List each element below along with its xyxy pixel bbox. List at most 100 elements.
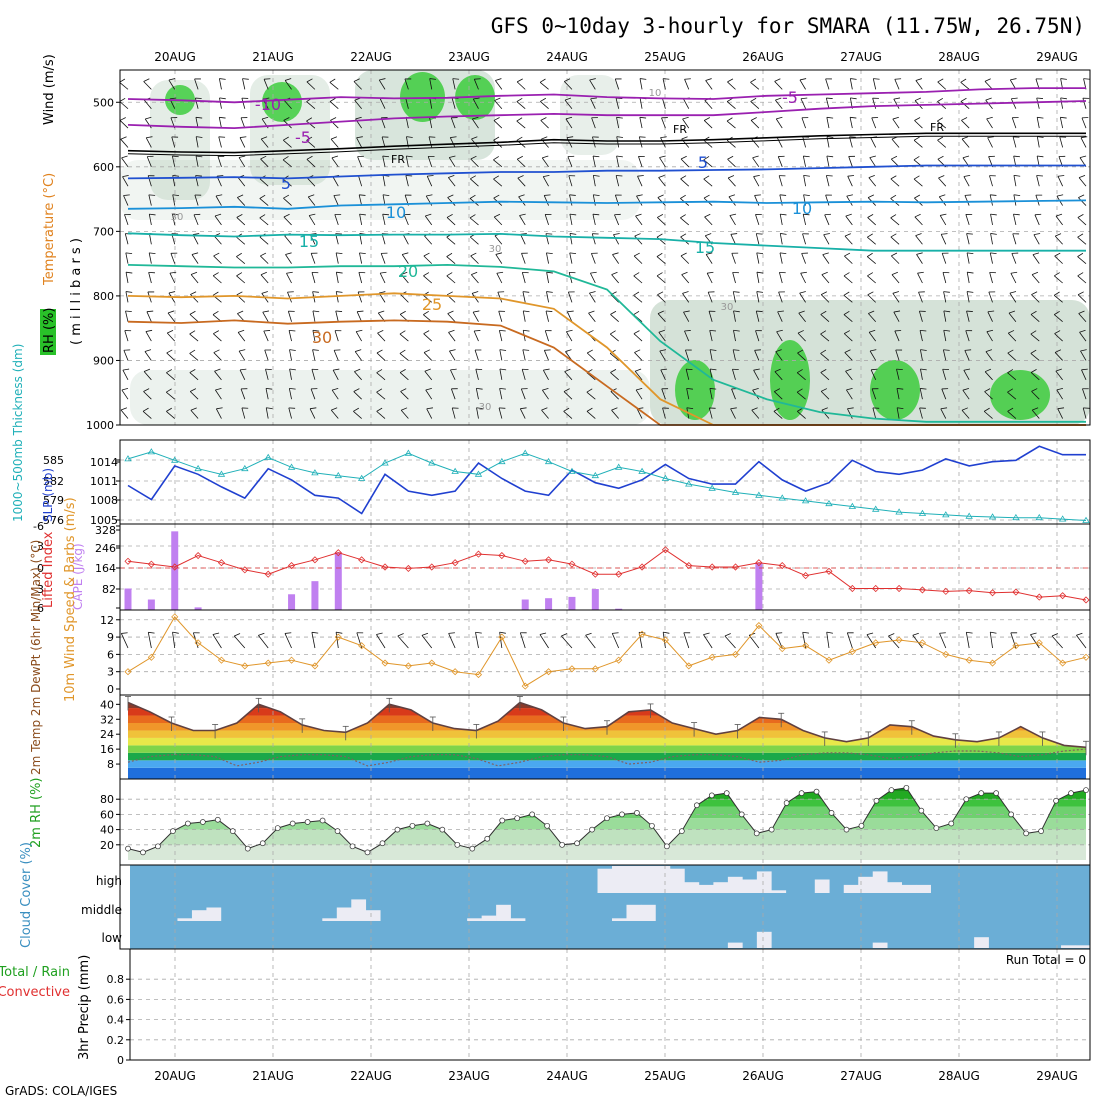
wind-barb-flag xyxy=(826,116,834,119)
wind-barb xyxy=(756,291,760,303)
wind-barb xyxy=(915,80,923,90)
cloud-cell xyxy=(626,866,642,893)
wind-barb xyxy=(1007,411,1017,419)
wind-barb xyxy=(311,369,316,380)
wind-barb-flag xyxy=(471,136,478,140)
wind-barb xyxy=(964,195,970,206)
wind-barb-flag xyxy=(686,368,693,371)
wind-barb-flag xyxy=(382,213,389,216)
wind-barb xyxy=(470,255,479,264)
wind-barb-flag xyxy=(149,252,156,255)
wind-barb-flag xyxy=(984,368,992,373)
wind-barb-flag xyxy=(195,155,203,158)
wind-barb xyxy=(307,196,316,206)
wind-barb-flag xyxy=(733,310,740,313)
wind-barb xyxy=(284,100,292,109)
wind-barb xyxy=(659,157,666,168)
wind10m-barb xyxy=(989,632,993,649)
wind-barb-flag xyxy=(616,175,623,177)
wind-barb-flag xyxy=(473,310,480,313)
rh-marker xyxy=(604,815,610,822)
wind-barb xyxy=(145,137,152,148)
wind-barb-flag xyxy=(683,310,690,313)
wind-barb-flag xyxy=(639,78,647,80)
wind-barb-flag xyxy=(896,387,904,390)
wind-barb xyxy=(521,272,526,284)
wind-barb xyxy=(633,295,643,303)
wind-barb-flag xyxy=(401,271,408,275)
wind-barb-flag xyxy=(1031,388,1038,392)
wind-barb xyxy=(657,294,666,303)
wind10m-barb xyxy=(561,635,573,649)
wind10m-barb xyxy=(888,635,900,649)
cloud-cell xyxy=(684,882,700,893)
thickness-marker xyxy=(147,448,156,455)
wind-barb xyxy=(610,314,619,323)
wind-barb-flag xyxy=(680,155,687,160)
panel-precip: 0.80.60.40.20 Run Total = 0 Total / Rain… xyxy=(0,948,1091,1067)
wind-barb xyxy=(564,371,573,381)
wind-barb xyxy=(637,176,643,187)
wind-barb xyxy=(778,291,783,303)
wind-barb xyxy=(191,254,199,264)
wind-barb-flag xyxy=(616,136,624,138)
wind-barb xyxy=(869,350,877,361)
wind-barb-flag xyxy=(190,291,197,295)
wind-barb xyxy=(592,214,596,225)
wind-barb xyxy=(218,117,222,129)
thickness-line xyxy=(127,451,1087,521)
wind-barb xyxy=(774,391,783,400)
wind-barb-flag xyxy=(633,330,640,335)
wind-barb xyxy=(569,233,573,245)
wind-barb xyxy=(661,117,666,129)
wind-barb-flag xyxy=(680,194,686,199)
wind-barb xyxy=(966,272,970,284)
wind-barb xyxy=(399,333,409,342)
wind-barb-flag xyxy=(586,407,593,412)
wind-barb-flag xyxy=(216,407,223,410)
wind-barb-flag xyxy=(122,368,130,371)
wind-barb xyxy=(400,409,409,419)
wind-barb-flag xyxy=(892,291,900,294)
wind-barb xyxy=(849,117,853,129)
wind-barb xyxy=(802,136,806,148)
precip-tick-label: 0.4 xyxy=(107,1014,125,1027)
wind-barb xyxy=(1057,176,1063,187)
wind-barb xyxy=(449,350,456,361)
wind-barb-flag xyxy=(400,310,406,315)
wind-barb xyxy=(685,349,690,361)
wind-barb xyxy=(592,155,596,167)
cloud-cell xyxy=(1075,945,1091,948)
wind-barb xyxy=(474,349,479,361)
li-marker xyxy=(451,559,459,567)
wind-barb xyxy=(731,388,736,400)
date-label-top: 27AUG xyxy=(840,50,882,64)
wind-barb-flag xyxy=(961,407,969,411)
wind-barb-flag xyxy=(1077,233,1084,238)
wind-barb-flag xyxy=(890,214,897,219)
wind-barb xyxy=(356,311,363,322)
wind10m-barb xyxy=(212,634,222,649)
wind-barb xyxy=(263,79,269,90)
wind-barb xyxy=(219,97,222,109)
wind-barb-flag xyxy=(495,78,502,81)
rh-marker xyxy=(933,825,940,831)
wind-barb-flag xyxy=(399,369,406,373)
thickness-marker xyxy=(825,499,833,507)
wind-barb xyxy=(986,331,993,342)
wind-barb-flag xyxy=(943,329,951,332)
wind-speed-marker xyxy=(451,668,459,676)
wind-barb xyxy=(214,371,222,381)
wind-barb-flag xyxy=(543,368,550,371)
wind-barb-flag xyxy=(146,310,154,313)
wind-barb xyxy=(449,137,456,148)
cape-bar xyxy=(288,594,296,610)
wind-barb xyxy=(728,196,736,206)
thickness-marker xyxy=(872,505,880,512)
wind-barb-flag xyxy=(803,213,810,216)
wind-barb xyxy=(913,178,923,187)
date-label-bottom: 21AUG xyxy=(252,1069,294,1083)
wind-barb xyxy=(213,235,222,245)
wind-barb-flag xyxy=(282,156,289,161)
wind-barb xyxy=(776,137,783,148)
